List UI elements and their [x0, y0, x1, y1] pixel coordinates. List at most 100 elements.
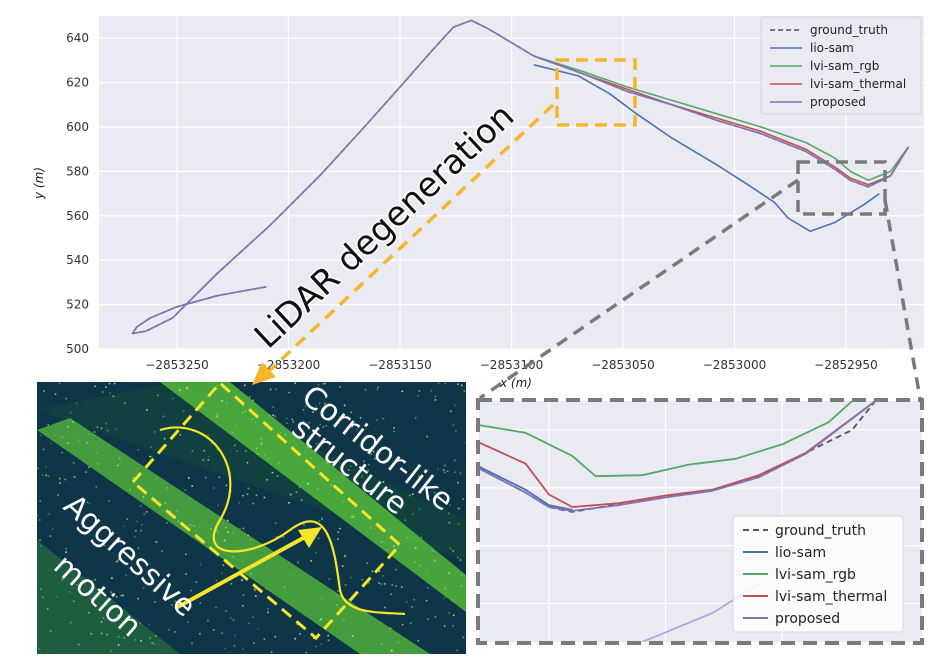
pointcloud-point [414, 547, 417, 549]
pointcloud-point [377, 386, 379, 388]
yellow-zoom-box [555, 58, 637, 127]
pointcloud-point [275, 536, 278, 538]
pointcloud-point [69, 411, 72, 414]
pointcloud-point [38, 648, 41, 650]
inset-legend-label-lvi-sam-rgb: lvi-sam_rgb [775, 567, 856, 583]
pointcloud-point [122, 525, 125, 528]
pointcloud-point [115, 560, 118, 563]
pointcloud-point [434, 559, 436, 562]
pointcloud-point [120, 594, 122, 597]
pointcloud-point [361, 578, 364, 581]
pointcloud-point [319, 423, 322, 426]
y-axis-label: y (m) [32, 167, 46, 200]
pointcloud-point [186, 387, 188, 389]
pointcloud-point [457, 507, 460, 510]
pointcloud-point [139, 505, 142, 507]
pointcloud-point [343, 619, 345, 621]
pointcloud-point [427, 586, 429, 589]
pointcloud-point [39, 539, 41, 541]
pointcloud-point [166, 487, 168, 489]
pointcloud-point [266, 479, 268, 481]
pointcloud-point [317, 384, 320, 386]
pointcloud-point [58, 382, 61, 385]
pointcloud-point [380, 530, 382, 533]
pointcloud-point [200, 406, 202, 409]
pointcloud-point [265, 588, 268, 590]
pointcloud-point [393, 427, 395, 429]
pointcloud-point [90, 632, 93, 635]
pointcloud-point [149, 575, 152, 577]
pointcloud-point [185, 573, 187, 575]
pointcloud-point [361, 475, 363, 478]
pointcloud-point [463, 390, 466, 392]
pointcloud-point [327, 634, 329, 637]
pointcloud-point [76, 584, 78, 586]
pointcloud-point [302, 409, 305, 411]
pointcloud-point [137, 467, 139, 470]
pointcloud-point [381, 494, 383, 496]
pointcloud-point [242, 494, 244, 497]
pointcloud-point [254, 589, 256, 592]
pointcloud-point [40, 544, 42, 547]
pointcloud-point [178, 389, 181, 392]
pointcloud-point [112, 395, 115, 398]
pointcloud-point [381, 541, 383, 543]
pointcloud-point [316, 488, 319, 491]
pointcloud-point [252, 399, 254, 402]
pointcloud-point [163, 653, 165, 654]
pointcloud-point [420, 536, 423, 539]
pointcloud-point [218, 476, 221, 479]
pointcloud-point [448, 612, 451, 614]
pointcloud-point [285, 417, 288, 420]
pointcloud-point [151, 642, 153, 644]
pointcloud-point [433, 491, 436, 494]
pointcloud-point [267, 611, 269, 614]
pointcloud-point [452, 424, 455, 427]
pointcloud-point [395, 585, 397, 587]
pointcloud-point [207, 459, 210, 461]
pointcloud-point [414, 417, 417, 419]
pointcloud-point [245, 450, 247, 452]
pointcloud-point [117, 635, 120, 638]
legend-label-lvi-sam-thermal: lvi-sam_thermal [810, 77, 906, 91]
pointcloud-point [72, 421, 74, 423]
pointcloud-point [308, 421, 310, 424]
pointcloud-point [235, 424, 238, 427]
pointcloud-point [210, 528, 212, 530]
pointcloud-point [86, 501, 89, 504]
pointcloud-point [168, 628, 170, 631]
pointcloud-point [382, 481, 385, 483]
pointcloud-point [203, 449, 206, 452]
pointcloud-point [221, 400, 223, 402]
pointcloud-point [431, 550, 434, 552]
pointcloud-point [110, 650, 112, 652]
main-legend: ground_truth lio-sam lvi-sam_rgb lvi-sam… [760, 16, 922, 115]
pointcloud-point [398, 544, 400, 546]
pointcloud-point [114, 428, 117, 430]
pointcloud-point [289, 493, 292, 496]
pointcloud-point [315, 551, 317, 554]
pointcloud-point [232, 532, 235, 535]
pointcloud-point [393, 545, 395, 547]
pointcloud-point [401, 623, 404, 626]
pointcloud-point [96, 426, 99, 428]
pointcloud-point [457, 383, 459, 385]
pointcloud-point [244, 410, 247, 412]
pointcloud-point [298, 486, 301, 489]
pointcloud-point [47, 424, 50, 426]
pointcloud-point [448, 521, 451, 524]
pointcloud-point [253, 642, 255, 644]
pointcloud-point [349, 465, 352, 468]
pointcloud-point [412, 513, 414, 515]
pointcloud-point [246, 461, 249, 464]
pointcloud-point [108, 500, 110, 502]
pointcloud-point [282, 536, 285, 538]
pointcloud-point [326, 462, 328, 465]
pointcloud-point [119, 457, 121, 460]
pointcloud-point [145, 511, 148, 513]
pointcloud-point [215, 606, 217, 609]
pointcloud-point [264, 454, 266, 456]
pointcloud-point [291, 418, 294, 421]
pointcloud-point [85, 471, 87, 473]
pointcloud-point [269, 414, 271, 417]
